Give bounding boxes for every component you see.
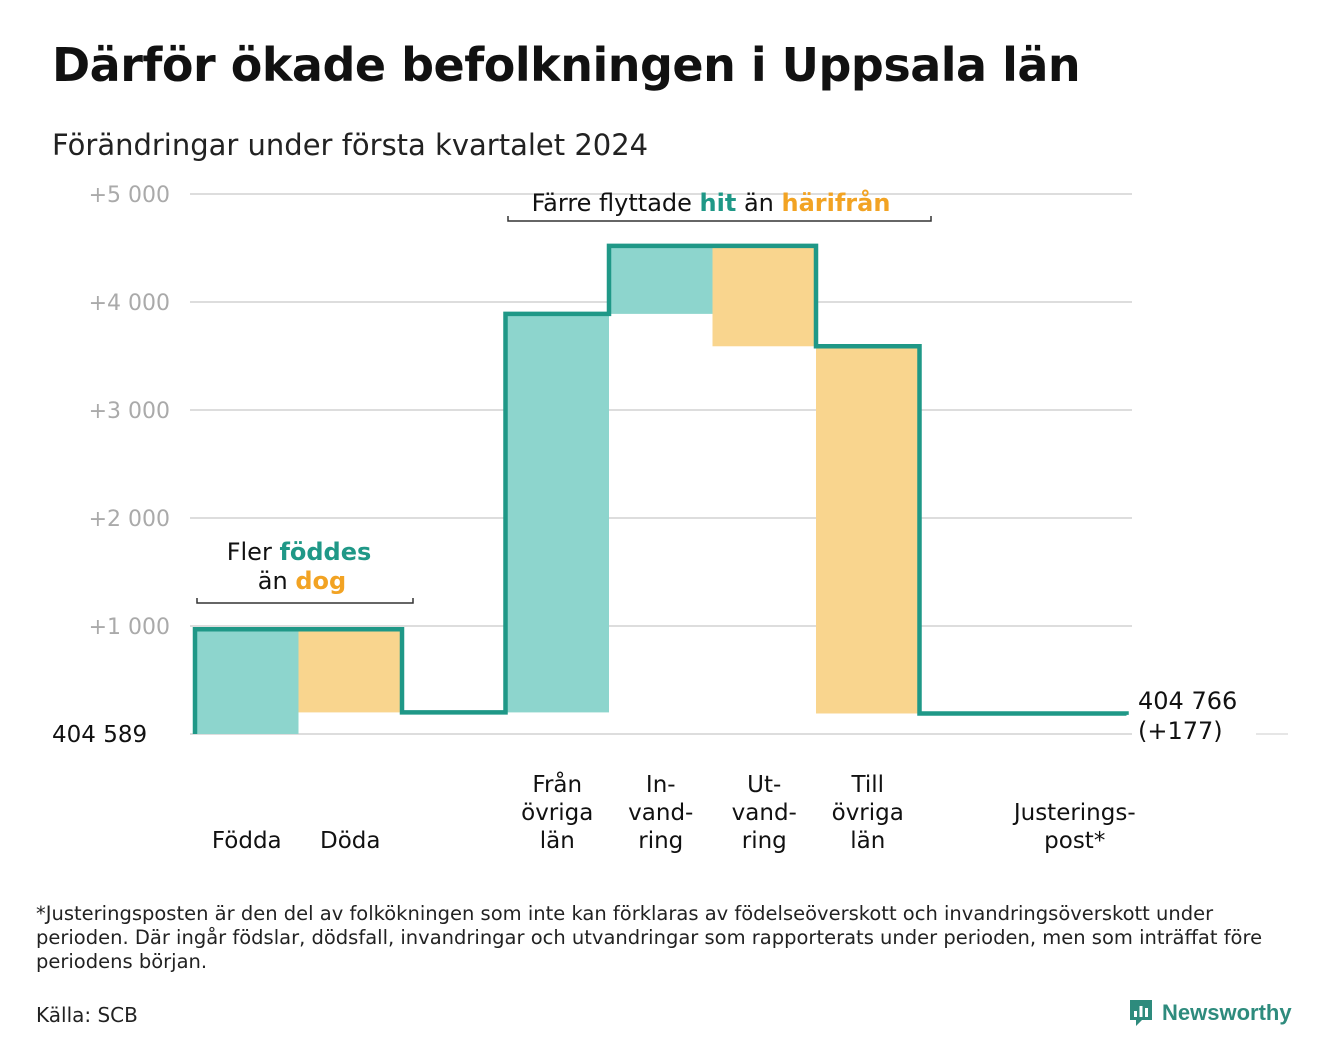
category-label-utvandring: Ut- bbox=[747, 772, 781, 798]
bar-fodda bbox=[195, 629, 299, 734]
category-label-invandring: ring bbox=[638, 828, 683, 854]
annotation-birth-bracket bbox=[196, 598, 414, 604]
brand: Newsworthy bbox=[1128, 996, 1292, 1030]
grid-lines: +1 000 +2 000 +3 000 +4 000 +5 000 bbox=[89, 183, 1288, 735]
annotation-migration-part: Färre flyttade bbox=[532, 189, 700, 217]
bar-till_ovriga bbox=[816, 346, 920, 714]
bar-invandring bbox=[609, 245, 713, 314]
step-line bbox=[192, 243, 1129, 734]
annotation-birth-line1-part: föddes bbox=[279, 538, 371, 566]
category-label-till_ovriga: Till bbox=[850, 772, 884, 798]
category-label-fran_ovriga: övriga bbox=[521, 800, 593, 826]
category-label-justering: Justerings- bbox=[1012, 800, 1136, 826]
step-line-path bbox=[192, 243, 1129, 734]
labels: Födda DödaFrånövrigalänIn-vand-ringUt-van… bbox=[52, 188, 1237, 854]
footnote: *Justeringsposten är den del av folkökni… bbox=[36, 902, 1263, 973]
end-change-label: (+177) bbox=[1138, 717, 1223, 745]
category-label-till_ovriga: län bbox=[850, 828, 885, 854]
y-tick-label: +3 000 bbox=[89, 399, 170, 424]
category-label-invandring: vand- bbox=[628, 800, 693, 826]
annotation-birth-line1-part: Fler bbox=[227, 538, 280, 566]
annotation-birth-line1: Fler föddes bbox=[227, 538, 372, 566]
chart-subtitle: Förändringar under första kvartalet 2024 bbox=[52, 128, 649, 162]
category-label-fran_ovriga: län bbox=[540, 828, 575, 854]
bar-doda bbox=[298, 629, 402, 713]
end-value-label: 404 766 bbox=[1138, 687, 1237, 715]
newsworthy-logo-icon bbox=[1130, 1000, 1152, 1026]
category-label-fodda: Födda bbox=[212, 828, 282, 854]
category-label-utvandring: vand- bbox=[732, 800, 797, 826]
category-label-fran_ovriga: Från bbox=[532, 770, 582, 798]
annotation-migration-part: än bbox=[736, 189, 781, 217]
bars bbox=[195, 245, 1127, 734]
y-tick-label: +5 000 bbox=[89, 183, 170, 208]
annotation-migration-part: härifrån bbox=[782, 188, 891, 217]
category-label-till_ovriga: övriga bbox=[832, 800, 904, 826]
start-value-label: 404 589 bbox=[52, 722, 147, 748]
annotation-migration-bracket bbox=[507, 216, 932, 222]
waterfall-chart: +1 000 +2 000 +3 000 +4 000 +5 000 Födda Döda… bbox=[52, 183, 1288, 854]
y-tick-label: +1 000 bbox=[89, 615, 170, 640]
category-label-justering: post* bbox=[1044, 828, 1105, 854]
category-label-utvandring: ring bbox=[742, 828, 787, 854]
bar-fran_ovriga bbox=[505, 313, 609, 713]
annotation-birth-line2: än dog bbox=[258, 567, 346, 595]
y-tick-label: +2 000 bbox=[89, 507, 170, 532]
y-tick-label: +4 000 bbox=[89, 291, 170, 316]
chart-title: Därför ökade befolkningen i Uppsala län bbox=[52, 38, 1081, 92]
annotation-migration-part: hit bbox=[700, 189, 737, 217]
annotation-birth-line2-part: än bbox=[258, 567, 296, 595]
category-label-doda: Döda bbox=[320, 828, 380, 854]
annotation-birth-line2-part: dog bbox=[295, 567, 346, 595]
brand-name: Newsworthy bbox=[1162, 1000, 1292, 1025]
category-label-invandring: In- bbox=[646, 772, 676, 798]
bar-utvandring bbox=[712, 245, 816, 347]
source-note: Källa: SCB bbox=[36, 1003, 138, 1027]
annotation-migration: Färre flyttade hit än härifrån bbox=[532, 188, 891, 217]
